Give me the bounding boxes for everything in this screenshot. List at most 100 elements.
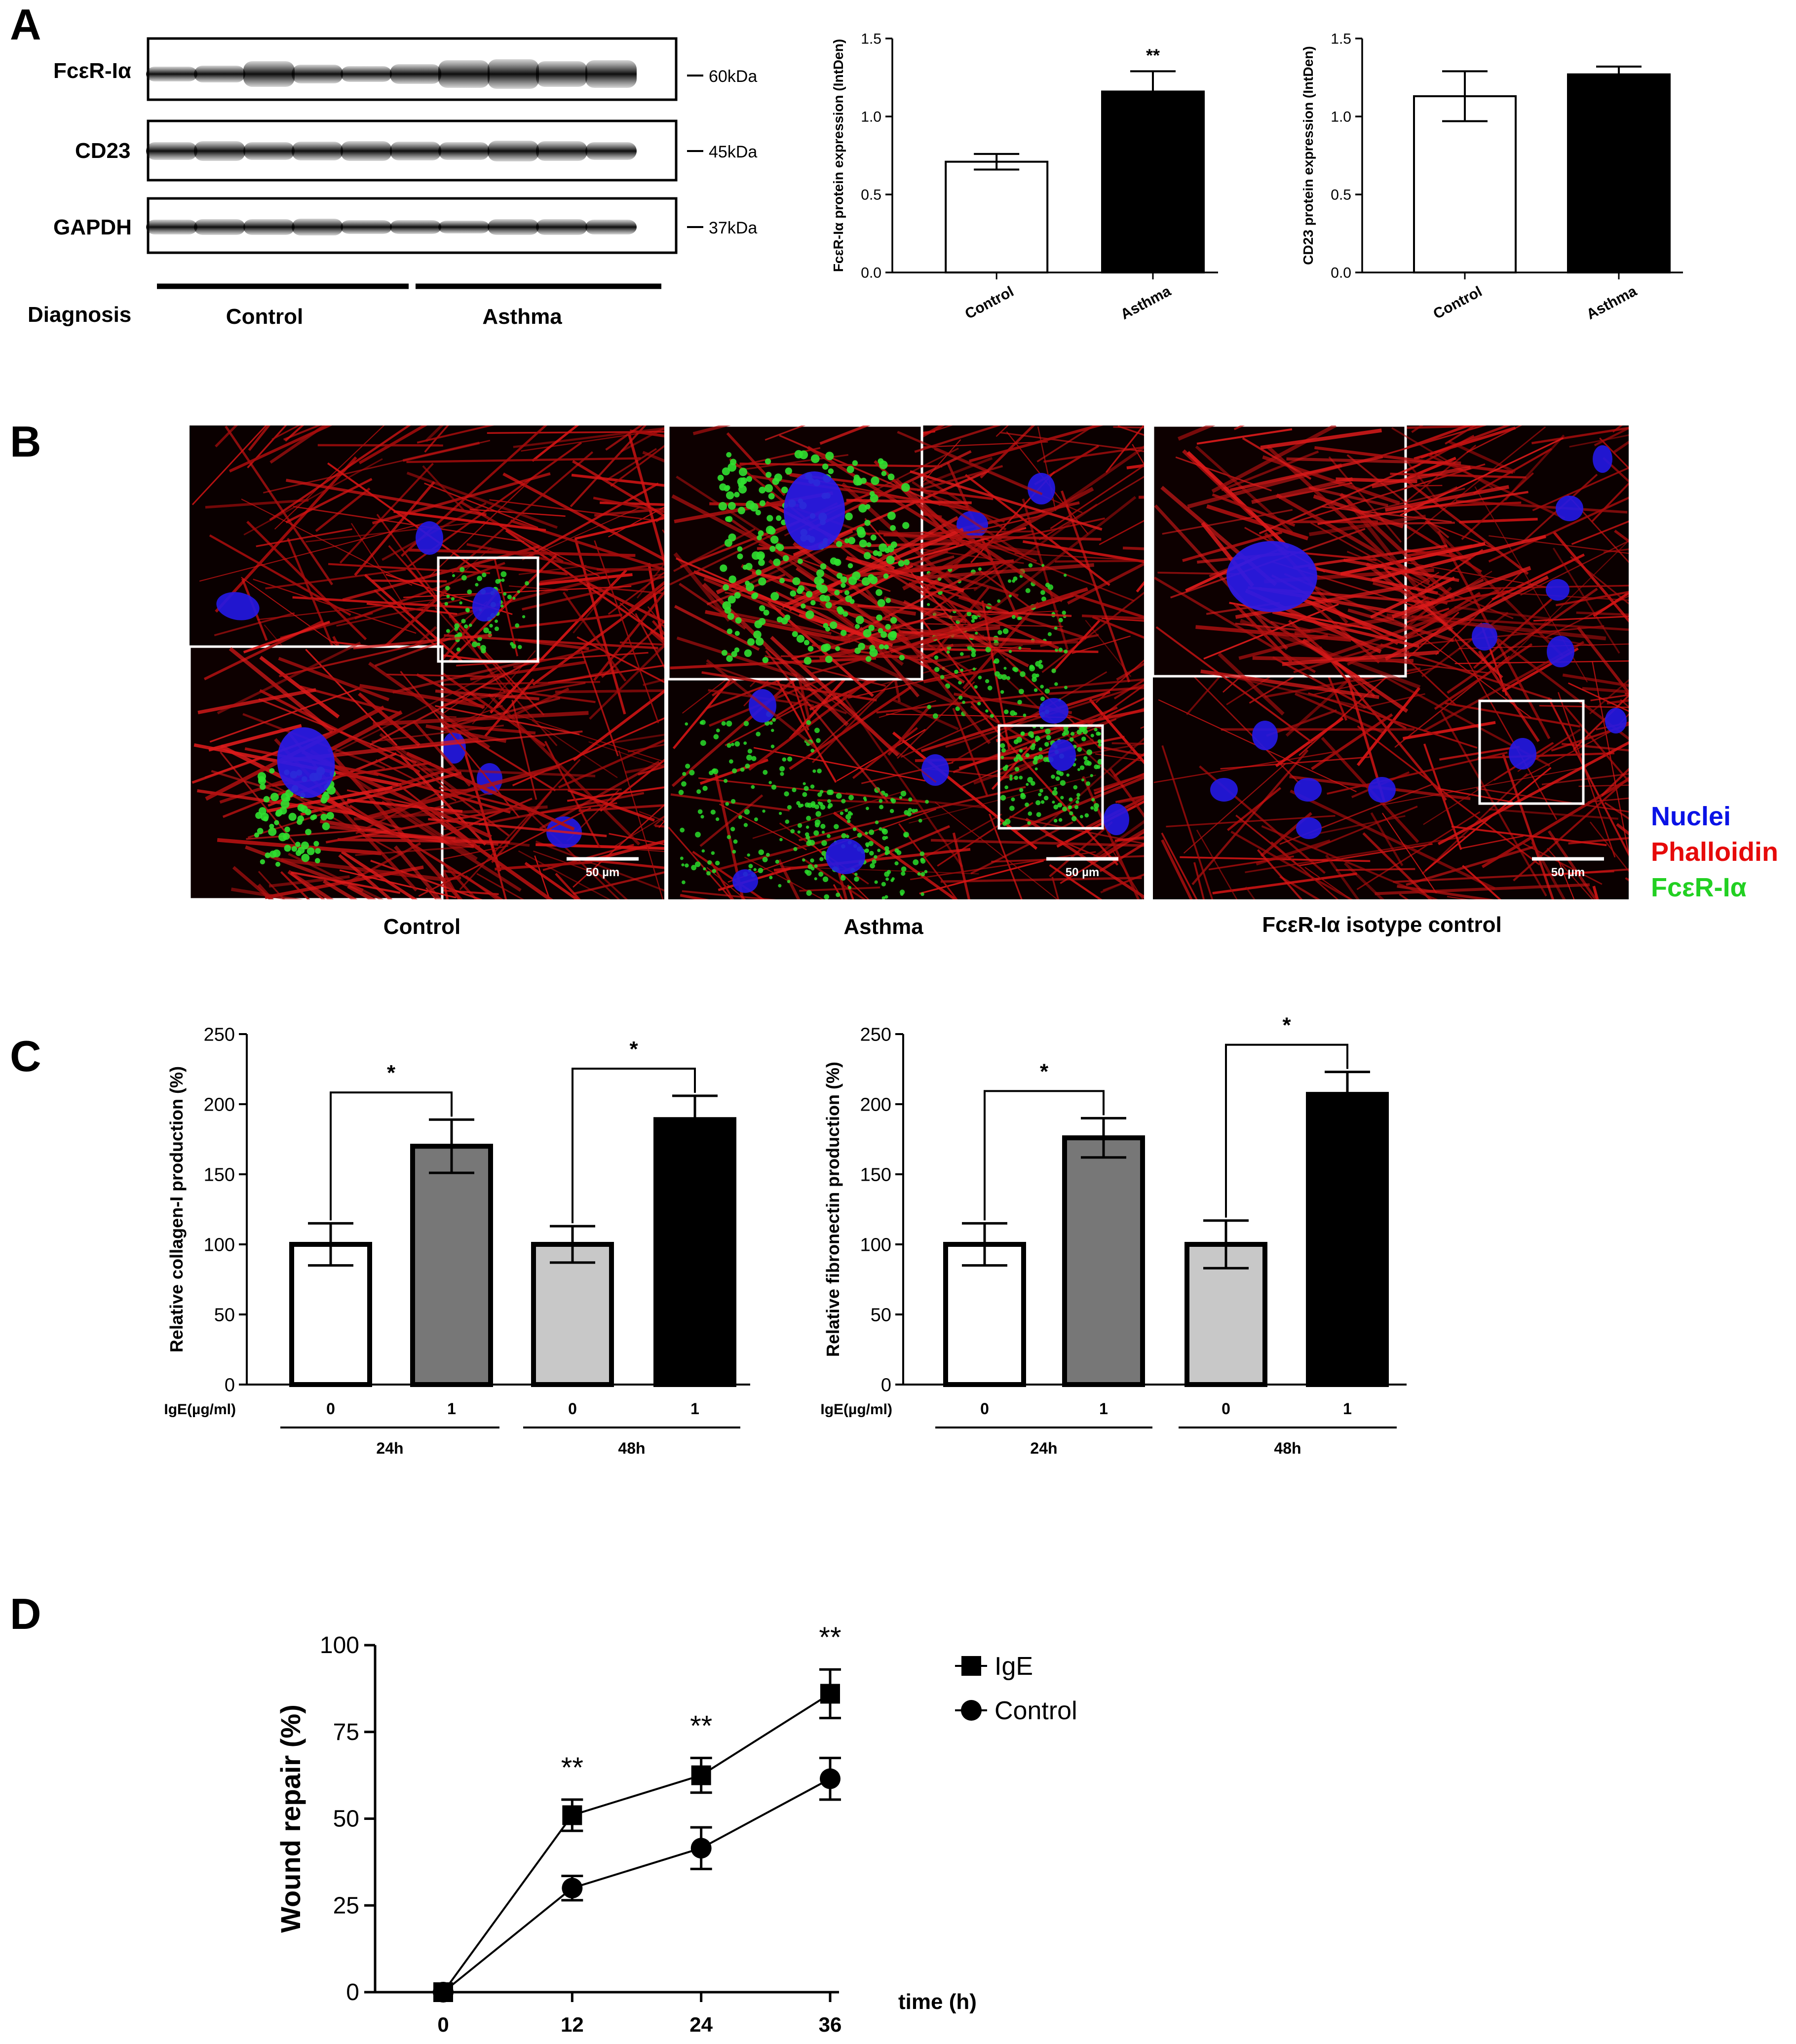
receptor-puncta bbox=[280, 799, 290, 809]
actin-fiber bbox=[465, 875, 499, 899]
receptor-puncta bbox=[865, 656, 872, 662]
actin-fiber bbox=[373, 711, 589, 726]
blot-band bbox=[438, 221, 490, 233]
actin-fiber bbox=[363, 834, 456, 840]
blot-band bbox=[243, 219, 295, 235]
blot-band bbox=[585, 220, 637, 234]
receptor-puncta bbox=[475, 583, 479, 587]
receptor-puncta bbox=[841, 799, 846, 804]
receptor-puncta bbox=[1071, 816, 1077, 821]
receptor-puncta bbox=[919, 851, 925, 856]
blot-band bbox=[292, 142, 343, 160]
receptor-puncta bbox=[1058, 617, 1063, 622]
actin-fiber bbox=[1624, 692, 1629, 695]
receptor-puncta bbox=[763, 610, 769, 616]
receptor-puncta bbox=[1025, 588, 1031, 593]
receptor-puncta bbox=[978, 675, 982, 680]
receptor-puncta bbox=[1009, 774, 1013, 778]
receptor-puncta bbox=[477, 642, 481, 647]
actin-fiber bbox=[570, 425, 647, 507]
actin-fiber bbox=[1271, 841, 1339, 899]
receptor-puncta bbox=[769, 876, 773, 880]
receptor-puncta bbox=[890, 525, 896, 531]
blot-band bbox=[488, 141, 539, 161]
blot-band bbox=[438, 60, 490, 88]
actin-fiber bbox=[323, 879, 358, 899]
receptor-puncta bbox=[1079, 814, 1083, 818]
actin-fiber bbox=[1417, 625, 1605, 646]
receptor-puncta bbox=[901, 866, 907, 872]
receptor-puncta bbox=[1054, 626, 1058, 630]
receptor-puncta bbox=[868, 841, 874, 847]
receptor-puncta bbox=[859, 540, 867, 548]
receptor-puncta bbox=[756, 569, 762, 576]
receptor-puncta bbox=[803, 640, 810, 646]
scale-bar-label: 50 µm bbox=[1066, 866, 1100, 879]
receptor-puncta bbox=[1084, 760, 1090, 766]
receptor-puncta bbox=[885, 624, 891, 630]
receptor-puncta bbox=[870, 494, 879, 503]
receptor-puncta bbox=[742, 564, 748, 570]
receptor-puncta bbox=[1047, 632, 1052, 636]
receptor-puncta bbox=[828, 468, 834, 474]
receptor-puncta bbox=[758, 559, 765, 566]
receptor-puncta bbox=[1035, 800, 1041, 806]
actin-fiber bbox=[605, 425, 643, 451]
receptor-puncta bbox=[1017, 699, 1022, 705]
receptor-puncta bbox=[300, 805, 308, 813]
receptor-puncta bbox=[770, 744, 775, 748]
actin-fiber bbox=[1251, 477, 1353, 504]
receptor-puncta bbox=[1038, 792, 1042, 797]
receptor-puncta bbox=[977, 701, 981, 706]
legend-label: Control bbox=[994, 1697, 1077, 1725]
receptor-puncta bbox=[498, 578, 501, 582]
receptor-puncta bbox=[1036, 812, 1041, 817]
actin-fiber bbox=[412, 720, 471, 787]
stain-legend: Nuclei Phalloidin FcεR-Iα bbox=[1651, 802, 1778, 902]
actin-fiber bbox=[1401, 578, 1484, 619]
receptor-puncta bbox=[810, 801, 816, 806]
receptor-puncta bbox=[745, 580, 750, 586]
receptor-puncta bbox=[1069, 797, 1073, 802]
actin-fiber bbox=[1346, 454, 1450, 539]
receptor-puncta bbox=[890, 879, 894, 882]
receptor-puncta bbox=[737, 506, 745, 514]
receptor-puncta bbox=[758, 868, 764, 873]
bar bbox=[1101, 90, 1205, 273]
actin-fiber bbox=[807, 446, 994, 562]
y-tick-label: 75 bbox=[333, 1719, 359, 1745]
receptor-puncta bbox=[836, 892, 841, 897]
significance-marker: ** bbox=[819, 1621, 841, 1654]
receptor-puncta bbox=[1038, 754, 1043, 760]
receptor-puncta bbox=[1020, 731, 1025, 736]
actin-fiber bbox=[1618, 713, 1629, 725]
actin-fiber bbox=[1502, 754, 1555, 899]
receptor-puncta bbox=[721, 721, 726, 726]
receptor-puncta bbox=[815, 811, 822, 817]
actin-fiber bbox=[532, 425, 579, 462]
actin-fiber bbox=[1420, 425, 1511, 459]
actin-fiber bbox=[290, 872, 325, 899]
actin-fiber bbox=[1391, 427, 1493, 489]
receptor-puncta bbox=[1060, 780, 1066, 786]
receptor-puncta bbox=[884, 851, 888, 855]
receptor-puncta bbox=[726, 452, 732, 458]
receptor-puncta bbox=[820, 823, 826, 829]
receptor-puncta bbox=[747, 749, 753, 754]
receptor-puncta bbox=[844, 809, 848, 812]
actin-fiber bbox=[1577, 626, 1629, 695]
receptor-puncta bbox=[1094, 728, 1098, 732]
receptor-puncta bbox=[814, 877, 817, 881]
actin-fiber bbox=[499, 525, 600, 577]
actin-fiber bbox=[773, 848, 971, 872]
significance-marker: ** bbox=[1146, 45, 1160, 65]
receptor-puncta bbox=[781, 617, 788, 625]
receptor-puncta bbox=[933, 713, 938, 719]
receptor-puncta bbox=[284, 826, 290, 833]
receptor-puncta bbox=[1054, 682, 1058, 686]
receptor-puncta bbox=[835, 646, 841, 652]
blot-row-label: CD23 bbox=[75, 139, 131, 163]
actin-fiber bbox=[558, 739, 664, 789]
actin-fiber bbox=[887, 705, 931, 756]
receptor-puncta bbox=[803, 656, 812, 665]
